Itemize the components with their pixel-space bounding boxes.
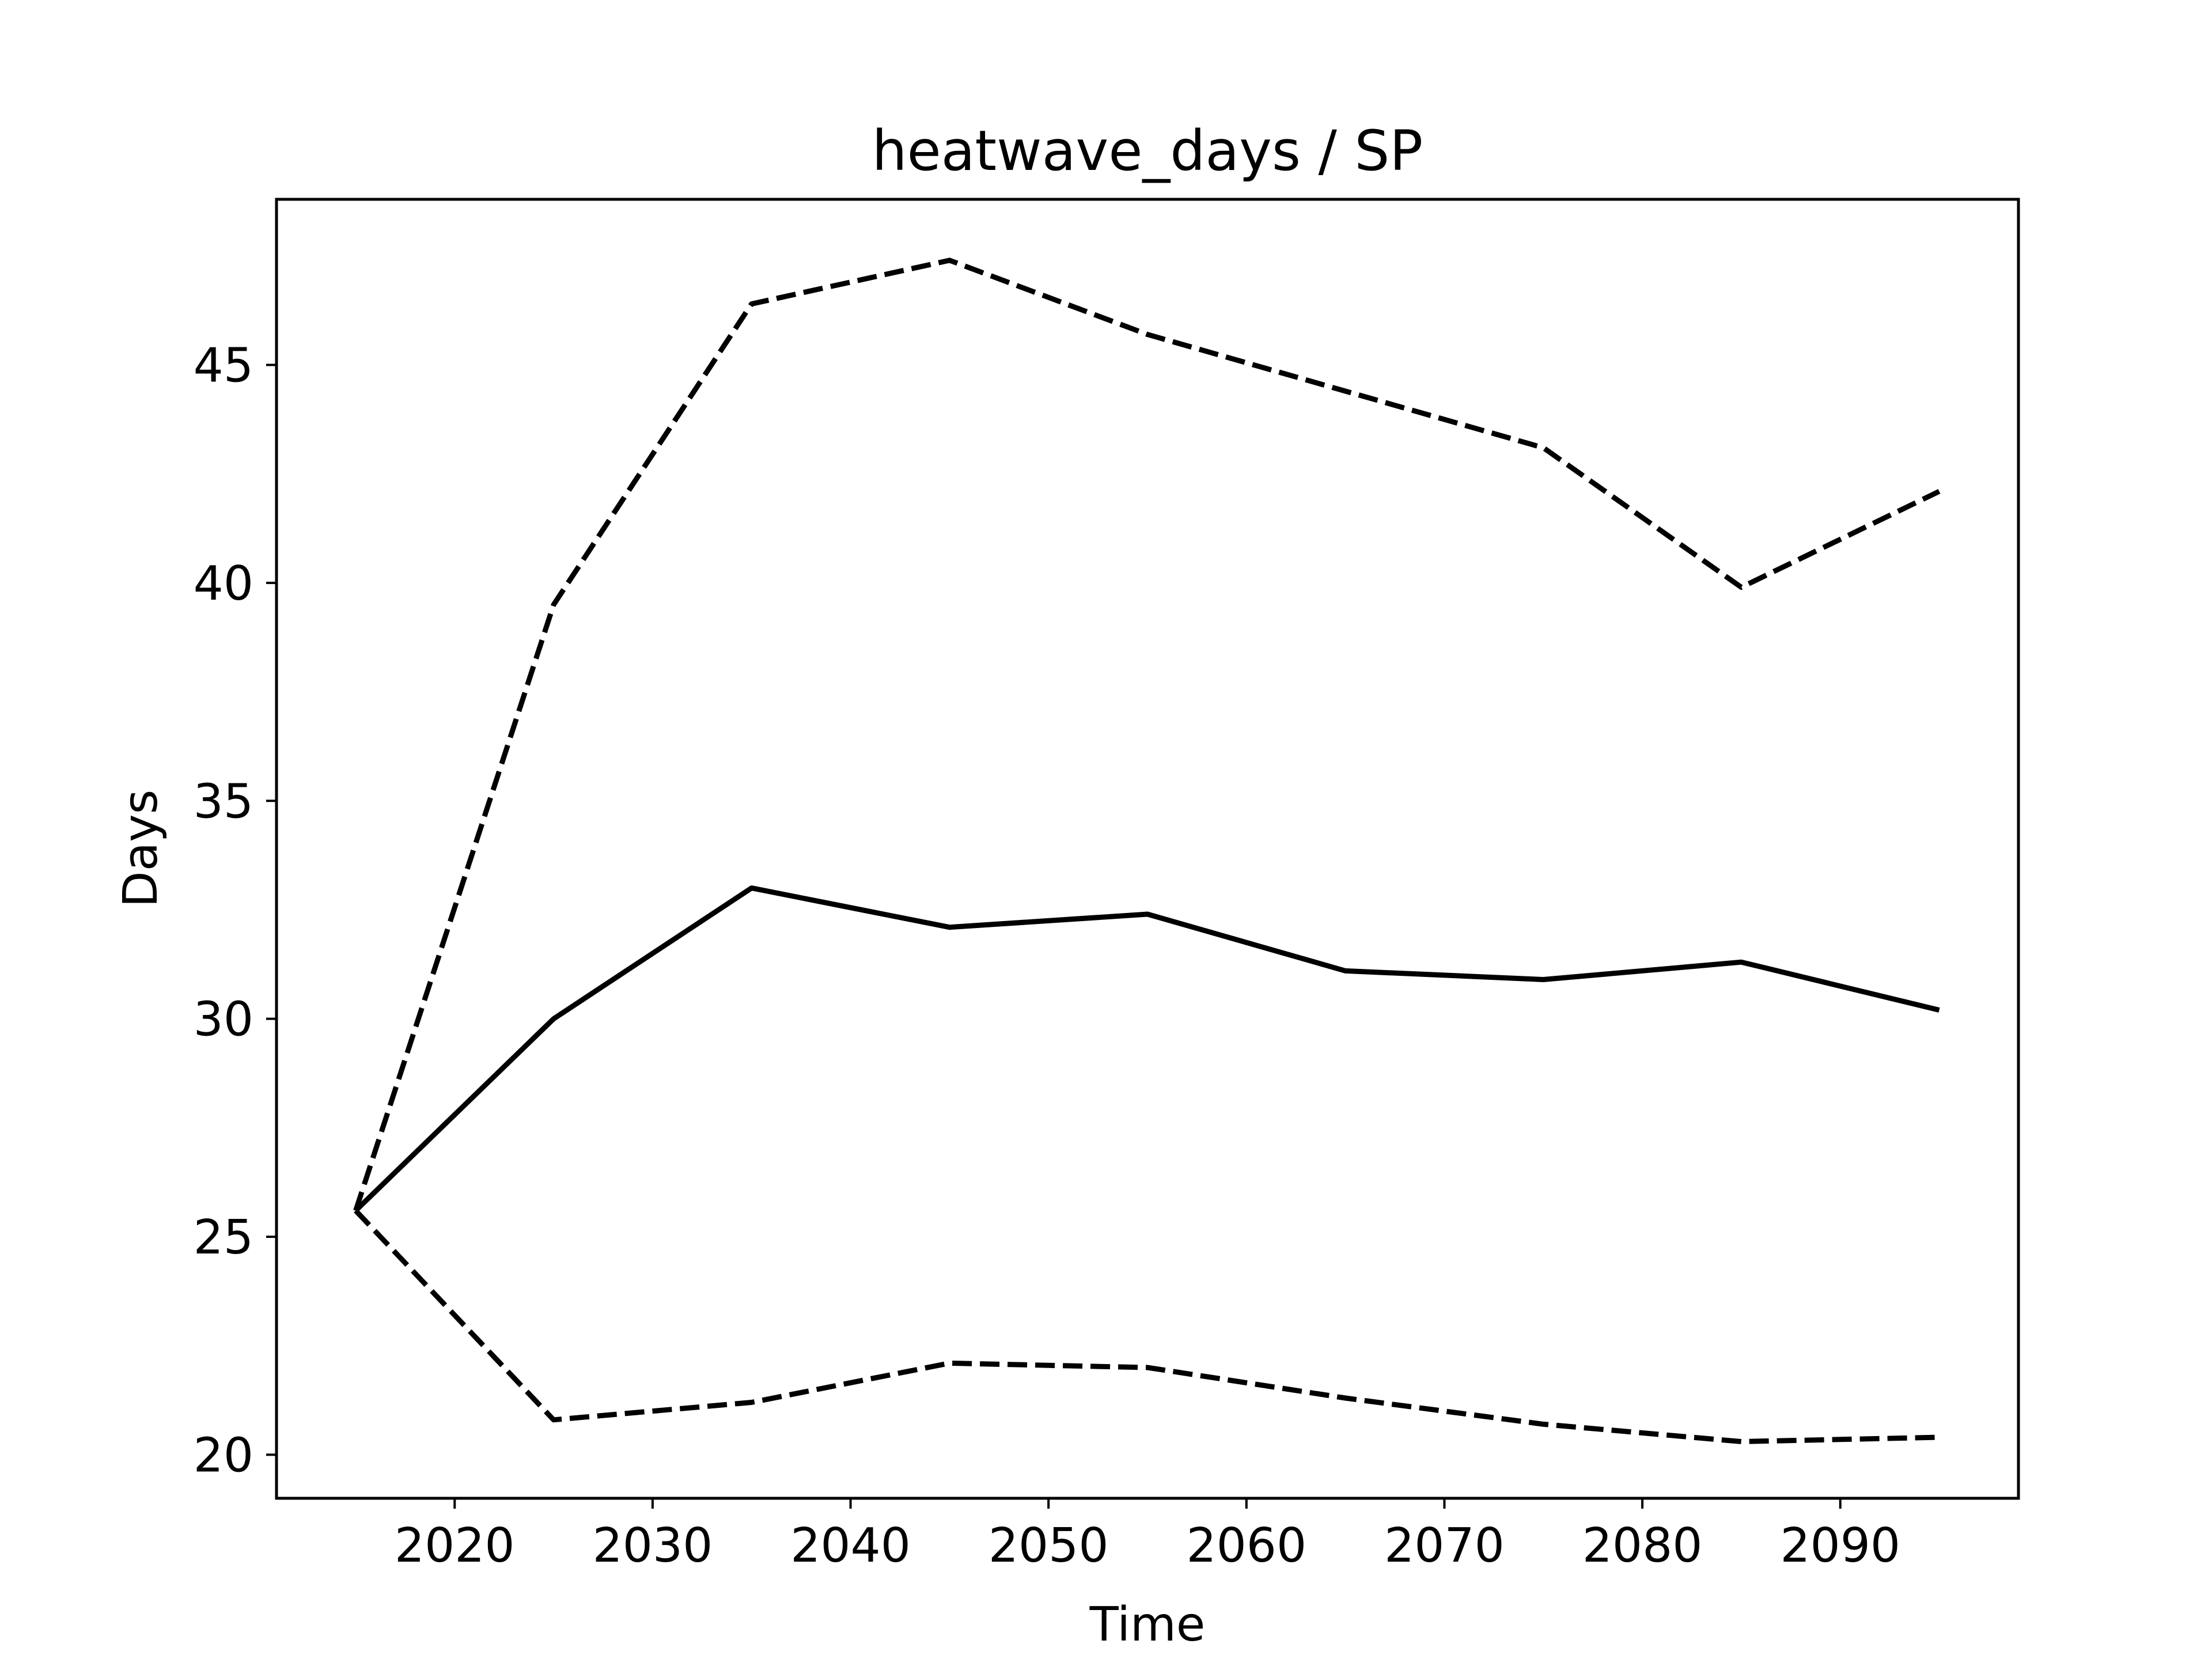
y-tick-label: 30	[194, 993, 253, 1047]
x-axis-label: Time	[1089, 1597, 1206, 1652]
y-tick-label: 25	[194, 1210, 253, 1265]
x-tick-label: 2070	[1384, 1518, 1505, 1573]
x-tick-label: 2090	[1780, 1518, 1900, 1573]
y-axis-ticks: 20 25 30 35 40 45	[194, 339, 276, 1483]
y-tick-label: 20	[194, 1428, 253, 1483]
series-layer	[353, 257, 1941, 1445]
x-tick-label: 2080	[1582, 1518, 1703, 1573]
x-axis-ticks: 2020 2030 2040 2050 2060 2070 2080 2090	[395, 1498, 1900, 1573]
x-tick-label: 2060	[1186, 1518, 1306, 1573]
x-tick-label: 2030	[593, 1518, 713, 1573]
plot-frame	[275, 198, 2020, 1500]
plot-area	[276, 199, 2018, 1498]
x-tick-label: 2050	[988, 1518, 1109, 1573]
dashed-series-line-1	[353, 257, 1941, 1211]
y-tick-label: 40	[194, 556, 253, 611]
y-tick-label: 45	[194, 339, 253, 393]
x-tick-label: 2040	[790, 1518, 911, 1573]
solid-series-line-0	[354, 885, 1940, 1213]
y-tick-label: 35	[194, 774, 253, 829]
y-axis-label: Days	[113, 790, 168, 908]
chart-title: heatwave_days / SP	[872, 119, 1423, 183]
x-tick-label: 2020	[395, 1518, 515, 1573]
dashed-series-line-2	[354, 1209, 1940, 1445]
